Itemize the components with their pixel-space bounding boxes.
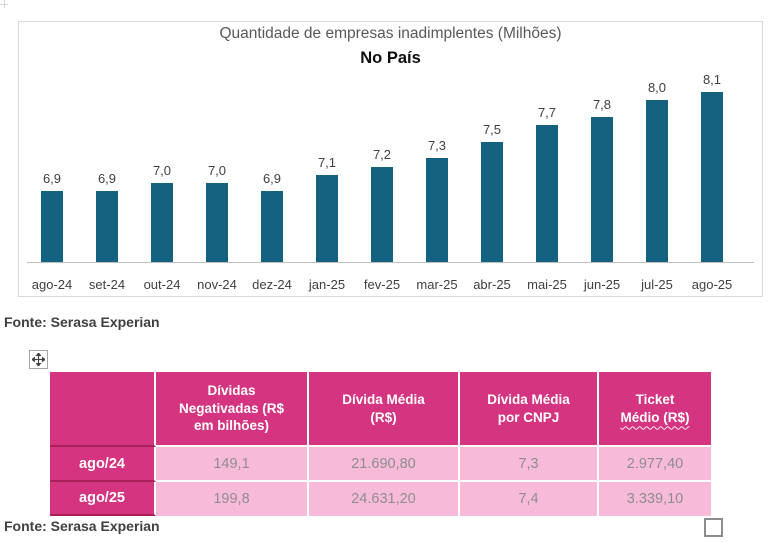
bar [316,175,338,262]
bar [151,183,173,262]
bar-value-label: 6,9 [262,171,282,186]
resize-handle[interactable] [704,518,723,537]
table-move-handle[interactable] [29,350,48,369]
bar [96,191,118,262]
header-cell-ticket-medio: Ticket Médio (R$) [599,372,711,447]
x-axis-tick-label: out-24 [143,277,181,292]
bar-value-label: 7,5 [482,122,502,137]
table-cell: 2.977,40 [599,447,711,482]
bar-value-label: 8,0 [647,80,667,95]
row-label: ago/25 [50,482,156,516]
header-cell-divida-media: Dívida Média (R$) [309,372,460,447]
header-cell-dividas-negativadas: Dívidas Negativadas (R$ em bilhões) [156,372,309,447]
x-axis-tick-label: fev-25 [363,277,401,292]
bar [261,191,283,262]
table-header-row: Dívidas Negativadas (R$ em bilhões) Dívi… [50,372,711,447]
x-axis-line [27,262,754,263]
table-source-note: Fonte: Serasa Experian [4,518,160,534]
bar-value-label: 7,0 [152,163,172,178]
table-cell: 149,1 [156,447,309,482]
header-cell-empty [50,372,156,447]
row-label: ago/24 [50,447,156,482]
bar-value-label: 8,1 [702,72,722,87]
bar [591,117,613,262]
table-cell: 21.690,80 [309,447,460,482]
bar-value-label: 7,8 [592,97,612,112]
bar-value-label: 7,3 [427,138,447,153]
bar [646,100,668,262]
table-cell: 24.631,20 [309,482,460,516]
table-cell: 7,4 [460,482,599,516]
table-cell: 3.339,10 [599,482,711,516]
x-axis-tick-label: ago-25 [691,277,733,292]
table-row: ago/25 199,8 24.631,20 7,4 3.339,10 [50,482,711,516]
bar-value-label: 6,9 [97,171,117,186]
bar-chart-card: Quantidade de empresas inadimplentes (Mi… [18,21,763,297]
bar-value-label: 7,2 [372,147,392,162]
x-axis-tick-label: abr-25 [473,277,511,292]
bar [701,92,723,262]
chart-source-note: Fonte: Serasa Experian [4,314,160,330]
header-cell-divida-media-cnpj: Dívida Média por CNPJ [460,372,599,447]
table-cell: 199,8 [156,482,309,516]
bar [426,158,448,262]
x-axis-tick-label: ago-24 [31,277,73,292]
bar [206,183,228,262]
x-axis-tick-label: jul-25 [641,277,673,292]
bar-value-label: 7,1 [317,155,337,170]
bar-value-label: 7,0 [207,163,227,178]
clipped-corner-icon [0,0,9,9]
table-cell: 7,3 [460,447,599,482]
move-icon [32,353,45,366]
x-axis-tick-label: mai-25 [527,277,567,292]
bar [371,167,393,262]
bar [481,142,503,262]
x-axis-tick-label: dez-24 [252,277,292,292]
chart-title: Quantidade de empresas inadimplentes (Mi… [219,25,562,42]
bar-value-label: 7,7 [537,105,557,120]
x-axis-tick-label: jan-25 [308,277,346,292]
table-row: ago/24 149,1 21.690,80 7,3 2.977,40 [50,447,711,482]
chart-subtitle: No País [360,49,421,67]
bar [41,191,63,262]
x-axis-tick-label: jun-25 [583,277,621,292]
plot-area: 6,9 ago-24 6,9 set-24 7,0 out-24 7,0 nov-24 6,9 d… [19,22,762,296]
x-axis-tick-label: nov-24 [197,277,237,292]
x-axis-tick-label: mar-25 [416,277,458,292]
bar-value-label: 6,9 [42,171,62,186]
spellcheck-underlined-text: Médio (R$) [620,409,690,425]
x-axis-tick-label: set-24 [88,277,126,292]
bar [536,125,558,262]
summary-table: Dívidas Negativadas (R$ em bilhões) Dívi… [50,372,711,516]
